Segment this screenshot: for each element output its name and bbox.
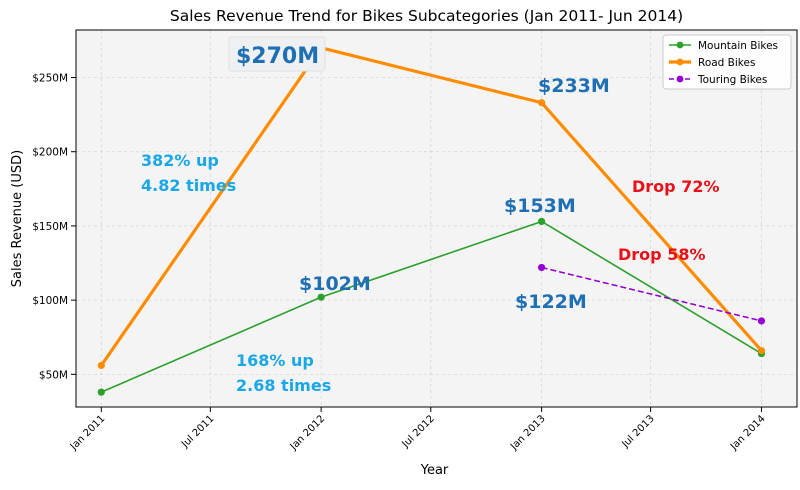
- data-point: [757, 346, 766, 355]
- data-point: [97, 361, 105, 370]
- x-tick-label: Jan 2012: [288, 413, 328, 453]
- legend-entry-label: Touring Bikes: [697, 74, 767, 86]
- plot-frame: [75, 29, 798, 408]
- annotation-label: 382% up: [141, 151, 219, 170]
- x-tick-label: Jul 2013: [619, 413, 656, 450]
- data-point: [538, 263, 546, 272]
- annotation-label: 168% up: [236, 351, 314, 370]
- x-axis-label: Year: [420, 463, 449, 478]
- chart-title: Sales Revenue Trend for Bikes Subcategor…: [170, 7, 683, 25]
- y-tick-label: $100M: [32, 295, 68, 307]
- x-tick-label: Jul 2011: [179, 413, 216, 450]
- x-tick-label: Jan 2011: [68, 413, 108, 453]
- annotation-label: $102M: [299, 273, 371, 295]
- annotation-label: $122M: [515, 291, 587, 313]
- data-point: [538, 99, 546, 107]
- data-point: [317, 293, 325, 301]
- y-tick-label: $250M: [32, 72, 68, 84]
- legend-entry-label: Mountain Bikes: [698, 40, 778, 52]
- legend-swatch-marker: [676, 75, 684, 83]
- legend-swatch-marker: [676, 41, 684, 49]
- y-axis-label: Sales Revenue (USD): [10, 150, 25, 287]
- annotation-label: $233M: [538, 75, 610, 97]
- y-tick-label: $200M: [32, 147, 68, 159]
- data-point: [757, 317, 766, 325]
- annotation-label: 4.82 times: [141, 176, 236, 195]
- series-line-road-bikes: [99, 46, 763, 367]
- x-tick-label: Jul 2012: [400, 413, 437, 450]
- annotation-label: Drop 58%: [618, 245, 705, 264]
- x-tick-label: Jan 2014: [728, 413, 768, 453]
- legend: [662, 34, 792, 90]
- series-line-touring-bikes: [541, 266, 762, 322]
- x-tick-label: Jan 2013: [508, 413, 548, 453]
- legend-swatch-marker: [676, 58, 684, 66]
- annotation-label: $270M: [236, 44, 319, 69]
- y-tick-label: $50M: [39, 369, 68, 381]
- y-tick-label: $150M: [32, 221, 68, 233]
- annotation-label: Drop 72%: [632, 177, 719, 196]
- data-point: [97, 388, 105, 396]
- series-line-mountain-bikes: [100, 220, 762, 393]
- data-point: [538, 217, 546, 226]
- annotation-box: [228, 36, 326, 72]
- plot-area: [76, 30, 797, 407]
- annotation-label: $153M: [504, 195, 576, 217]
- legend-entry-label: Road Bikes: [698, 57, 755, 69]
- annotation-label: 2.68 times: [236, 376, 331, 395]
